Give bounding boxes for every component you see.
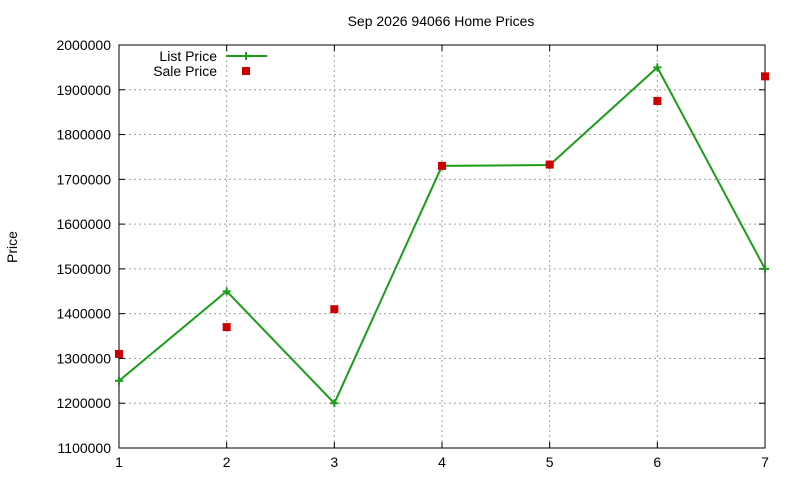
y-tick-label: 1600000 xyxy=(56,216,111,232)
x-tick-label: 4 xyxy=(438,454,446,470)
sale-price-point xyxy=(222,323,231,332)
list-price-point xyxy=(222,287,231,296)
sale-price-point xyxy=(545,160,554,169)
y-axis-label: Price xyxy=(4,231,20,263)
y-tick-label: 1800000 xyxy=(56,127,111,143)
sale-price-point xyxy=(115,349,123,358)
x-tick-label: 7 xyxy=(761,454,769,470)
axis-ticks: 1100000 1200000 1300000 1400000 1500000 16000… xyxy=(56,37,769,470)
x-tick-label: 2 xyxy=(223,454,231,470)
y-tick-label: 1400000 xyxy=(56,306,111,322)
list-price-point xyxy=(761,264,769,273)
list-price-point xyxy=(653,63,662,72)
y-tick-label: 1700000 xyxy=(56,171,111,187)
x-tick-label: 6 xyxy=(653,454,661,470)
grid-lines xyxy=(119,45,765,448)
y-tick-label: 1900000 xyxy=(56,82,111,98)
sale-price-point xyxy=(330,305,339,314)
chart-title: Sep 2026 94066 Home Prices xyxy=(348,13,535,29)
x-tick-label: 1 xyxy=(115,454,123,470)
sale-price-point xyxy=(438,161,446,170)
sale-price-point xyxy=(761,72,769,81)
series-layer xyxy=(115,63,769,408)
list-price-point xyxy=(330,399,339,408)
y-tick-label: 1100000 xyxy=(58,440,112,456)
y-tick-label: 1300000 xyxy=(56,350,111,366)
legend-swatch-sale-price xyxy=(242,67,250,75)
x-tick-label: 3 xyxy=(330,454,338,470)
y-tick-label: 2000000 xyxy=(56,37,111,53)
x-tick-label: 5 xyxy=(546,454,554,470)
y-tick-label: 1500000 xyxy=(56,261,111,277)
legend-label-list-price: List Price xyxy=(159,48,217,64)
y-tick-label: 1200000 xyxy=(56,395,111,411)
legend-label-sale-price: Sale Price xyxy=(153,63,217,79)
sale-price-point xyxy=(653,96,662,105)
list-price-point xyxy=(115,376,123,385)
